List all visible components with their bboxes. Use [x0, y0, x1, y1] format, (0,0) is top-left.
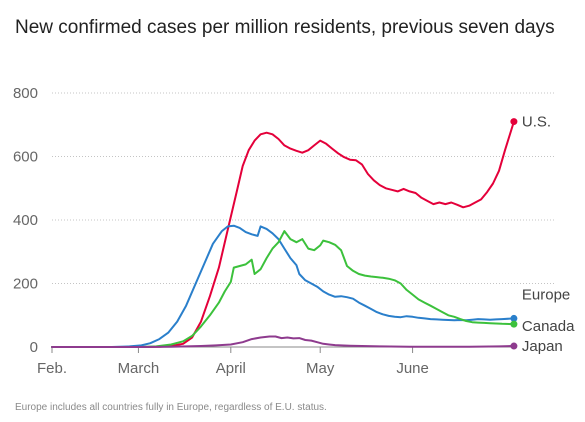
series-endpoint-us [510, 118, 518, 126]
x-tick-label: April [216, 360, 246, 377]
series-line-europe [51, 224, 515, 348]
y-tick-label: 400 [13, 212, 38, 229]
series-label-japan: Japan [522, 338, 563, 355]
series-endpoint-japan [510, 342, 518, 350]
series-labels: U.S. Europe Canada Japan [522, 114, 575, 355]
y-tick-label: 200 [13, 276, 38, 293]
chart-footnote: Europe includes all countries fully in E… [15, 402, 327, 413]
x-tick-label: May [306, 360, 335, 377]
x-tick-label: March [118, 360, 160, 377]
x-tick-label: June [396, 360, 429, 377]
y-axis-ticks: 0 200 400 600 800 [13, 85, 38, 356]
series-endpoint-canada [510, 320, 518, 328]
series-label-europe: Europe [522, 286, 570, 303]
gridlines [52, 92, 555, 348]
y-tick-label: 600 [13, 149, 38, 166]
series-label-canada: Canada [522, 318, 575, 335]
chart-title: New confirmed cases per million resident… [15, 17, 555, 38]
series-lines [51, 118, 518, 350]
series-label-us: U.S. [522, 114, 551, 131]
series-line-us [51, 120, 515, 348]
x-axis-ticks: Feb. March April May June [37, 347, 429, 377]
series-endpoint-europe [510, 314, 518, 322]
x-tick-label: Feb. [37, 360, 67, 377]
y-tick-label: 0 [30, 339, 38, 356]
series-line-canada [51, 230, 515, 348]
series-line-japan [51, 335, 515, 348]
y-tick-label: 800 [13, 85, 38, 102]
